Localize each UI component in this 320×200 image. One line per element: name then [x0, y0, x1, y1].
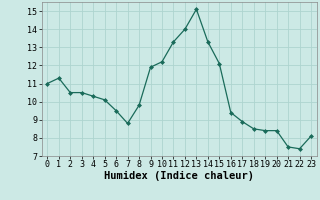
X-axis label: Humidex (Indice chaleur): Humidex (Indice chaleur) [104, 171, 254, 181]
